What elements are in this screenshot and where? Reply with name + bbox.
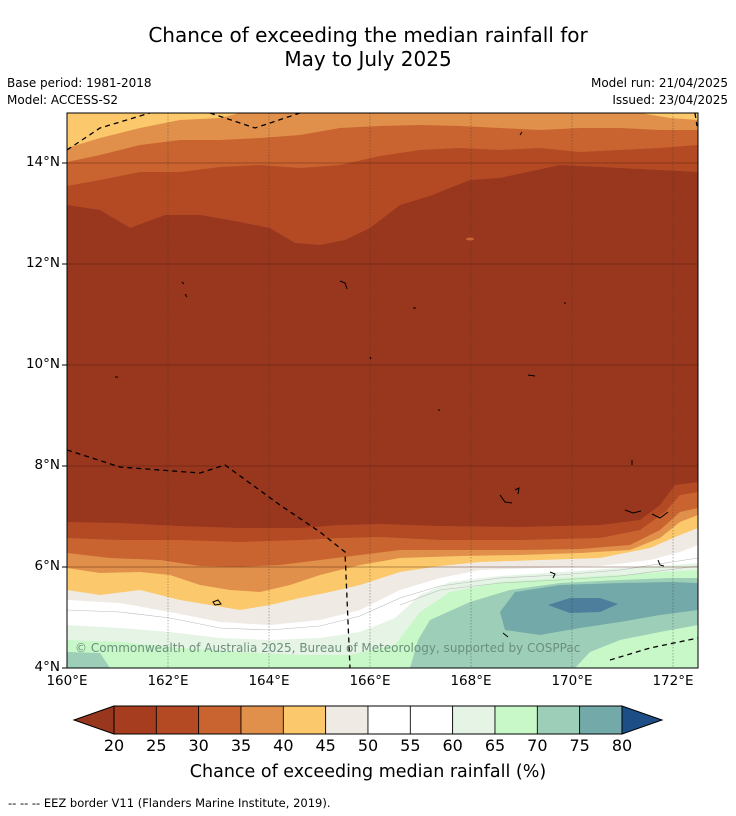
x-tick-label: 170°E: [551, 673, 593, 689]
x-tick-label: 162°E: [147, 673, 189, 689]
colorbar-cell: [452, 705, 496, 735]
eez-legend-note: -- -- -- EEZ border V11 (Flanders Marine…: [8, 796, 331, 810]
colorbar-over-arrow: [621, 705, 664, 735]
colorbar-tick-label: 60: [442, 736, 463, 755]
band-south-80: [548, 598, 618, 613]
colorbar-cell: [282, 705, 327, 735]
eez-border: [67, 113, 698, 668]
x-tick-label: 160°E: [46, 673, 88, 689]
colorbar-tick-label: 70: [527, 736, 548, 755]
colorbar-under-arrow: [72, 705, 115, 735]
model-name: Model: ACCESS-S2: [7, 93, 119, 107]
colorbar-cell: [536, 705, 581, 735]
base-period: Base period: 1981-2018: [7, 76, 152, 90]
colorbar-cell: [325, 705, 369, 735]
colorbar-cell: [113, 705, 157, 735]
y-tick-label: 6°N: [34, 558, 60, 574]
colorbar-tick-label: 80: [611, 736, 633, 755]
colorbar-tick-label: 75: [569, 736, 590, 755]
colorbar: [72, 705, 664, 735]
title-line-2: May to July 2025: [284, 47, 452, 71]
colorbar-tick-label: 20: [103, 736, 125, 755]
colorbar-tick-label: 55: [400, 736, 421, 755]
band-north-40: [67, 113, 240, 148]
band-north-40b: [640, 113, 698, 120]
colorbar-tick-label: 40: [273, 736, 294, 755]
colorbar-title: Chance of exceeding median rainfall (%): [189, 762, 547, 782]
model-run: Model run: 21/04/2025: [590, 76, 728, 90]
colorbar-tick-label: 25: [146, 736, 167, 755]
colorbar-cell: [240, 705, 284, 735]
map-contours: [67, 113, 698, 668]
colorbar-cell: [579, 705, 623, 735]
x-tick-label: 172°E: [652, 673, 694, 689]
x-tick-label: 166°E: [349, 673, 391, 689]
y-tick-label: 12°N: [25, 255, 60, 271]
colorbar-cell: [409, 705, 454, 735]
colorbar-cell: [367, 705, 411, 735]
band-north-35: [67, 113, 698, 162]
issued-date: Issued: 23/04/2025: [612, 93, 728, 107]
x-tick-label: 164°E: [248, 673, 290, 689]
colorbar-tick-label: 35: [230, 736, 252, 755]
title-line-1: Chance of exceeding the median rainfall …: [148, 23, 588, 47]
colorbar-tick-label: 45: [315, 736, 336, 755]
colorbar-tick-label: 50: [357, 736, 379, 755]
copyright-notice: © Commonwealth of Australia 2025, Bureau…: [75, 641, 581, 655]
band-south-70: [67, 652, 110, 668]
x-tick-label: 168°E: [450, 673, 492, 689]
y-tick-label: 14°N: [25, 154, 60, 170]
colorbar-cell: [198, 705, 242, 735]
colorbar-cell: [494, 705, 538, 735]
colorbar-tick-label: 65: [484, 736, 506, 755]
y-tick-label: 10°N: [25, 356, 60, 372]
y-tick-label: 8°N: [34, 457, 60, 473]
y-tick-label: 4°N: [34, 659, 60, 675]
colorbar-cell: [155, 705, 200, 735]
colorbar-tick-label: 30: [188, 736, 209, 755]
islands: [115, 131, 669, 638]
